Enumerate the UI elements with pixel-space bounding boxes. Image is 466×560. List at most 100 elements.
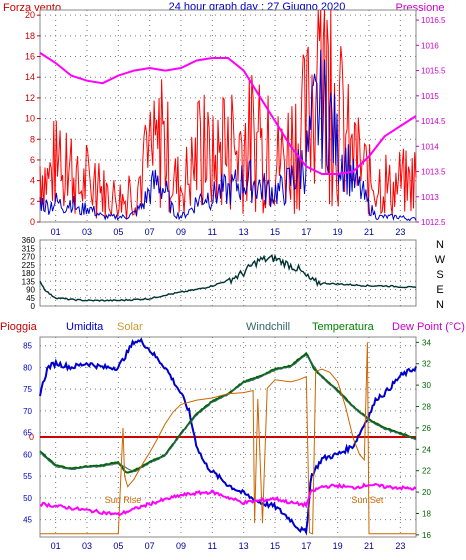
top-series-1 bbox=[39, 49, 417, 222]
top-x-tick-label: 15 bbox=[270, 227, 280, 237]
bot-x-tick-label: 05 bbox=[113, 541, 123, 551]
legend-label: Dew Point (°C) bbox=[392, 321, 465, 333]
mid-tick-label: 225 bbox=[22, 261, 36, 270]
bot-right-tick-label: 18 bbox=[422, 509, 431, 518]
top-left-tick-label: 6 bbox=[30, 155, 35, 165]
direction-label: W bbox=[435, 254, 446, 266]
bot-left-tick-label: 45 bbox=[23, 516, 32, 525]
top-left-tick-label: 4 bbox=[30, 176, 35, 186]
bot-series-dew-point bbox=[39, 482, 417, 517]
bot-x-tick-label: 01 bbox=[51, 541, 61, 551]
bot-series-solar bbox=[40, 342, 416, 535]
bot-x-tick-label: 09 bbox=[176, 541, 186, 551]
legend-label: Umidita bbox=[66, 321, 104, 333]
top-x-tick-label: 07 bbox=[145, 227, 155, 237]
bot-x-tick-label: 19 bbox=[333, 541, 343, 551]
top-x-tick-label: 19 bbox=[333, 227, 343, 237]
bot-left-tick-label: 65 bbox=[23, 429, 32, 438]
top-x-tick-label: 17 bbox=[301, 227, 311, 237]
bot-left-tick-label: 50 bbox=[23, 494, 32, 503]
top-x-tick-label: 01 bbox=[51, 227, 61, 237]
top-x-tick-label: 05 bbox=[113, 227, 123, 237]
wind-pressure-chart: Forza vento 24 hour graph day : 27 Giugn… bbox=[3, 1, 446, 237]
bot-right-tick-label: 30 bbox=[422, 381, 431, 390]
top-x-tick-label: 11 bbox=[208, 227, 217, 237]
top-right-tick-label: 1013 bbox=[421, 193, 439, 202]
mid-tick-label: 135 bbox=[22, 277, 36, 286]
rain-zero-label: 0 bbox=[29, 432, 34, 442]
bot-x-tick-label: 23 bbox=[395, 541, 405, 551]
mid-tick-label: 90 bbox=[26, 286, 35, 295]
top-x-tick-label: 23 bbox=[395, 227, 405, 237]
bot-x-tick-label: 15 bbox=[270, 541, 280, 551]
sun-annotation: Sun Set bbox=[351, 495, 384, 505]
bot-right-tick-label: 28 bbox=[422, 403, 431, 412]
bot-x-tick-label: 13 bbox=[239, 541, 249, 551]
bot-left-tick-label: 75 bbox=[23, 385, 32, 394]
legend-label: Solar bbox=[117, 321, 143, 333]
top-x-tick-label: 13 bbox=[239, 227, 249, 237]
bot-right-tick-label: 32 bbox=[422, 360, 431, 369]
mid-tick-label: 45 bbox=[26, 294, 35, 303]
direction-label: S bbox=[436, 269, 443, 281]
top-right-tick-label: 1013.5 bbox=[421, 168, 446, 177]
wind-direction-line bbox=[39, 253, 417, 302]
bot-right-tick-label: 34 bbox=[422, 338, 431, 347]
top-right-tick-label: 1015 bbox=[421, 92, 439, 101]
top-x-tick-label: 03 bbox=[82, 227, 92, 237]
bot-series-windchill bbox=[39, 354, 417, 473]
bot-right-tick-label: 20 bbox=[422, 488, 431, 497]
bot-right-tick-label: 26 bbox=[422, 424, 431, 433]
mid-tick-label: 180 bbox=[22, 269, 36, 278]
bot-right-tick-label: 22 bbox=[422, 467, 431, 476]
sun-annotation: Sun Rise bbox=[105, 495, 142, 505]
mid-tick-label: 270 bbox=[22, 253, 36, 262]
legend-label: Pioggia bbox=[0, 321, 38, 333]
top-right-tick-label: 1016.5 bbox=[421, 16, 446, 25]
bot-left-tick-label: 85 bbox=[23, 342, 32, 351]
direction-label: E bbox=[436, 284, 443, 296]
top-left-tick-label: 8 bbox=[30, 134, 35, 144]
top-left-tick-label: 10 bbox=[25, 114, 35, 124]
mid-tick-label: 360 bbox=[22, 236, 36, 245]
top-right-tick-label: 1014.5 bbox=[421, 117, 446, 126]
bot-x-tick-label: 21 bbox=[364, 541, 374, 551]
bot-left-tick-label: 55 bbox=[23, 472, 32, 481]
top-left-tick-label: 12 bbox=[25, 93, 35, 103]
top-series-2 bbox=[39, 52, 417, 175]
top-x-tick-label: 09 bbox=[176, 227, 186, 237]
bot-left-tick-label: 60 bbox=[23, 450, 32, 459]
legend-label: Temperatura bbox=[312, 321, 375, 333]
bot-left-tick-label: 70 bbox=[23, 407, 32, 416]
top-left-tick-label: 14 bbox=[25, 72, 35, 82]
top-left-tick-label: 16 bbox=[25, 52, 35, 62]
bot-x-tick-label: 17 bbox=[301, 541, 311, 551]
bot-x-tick-label: 07 bbox=[145, 541, 155, 551]
direction-label: N bbox=[436, 239, 444, 251]
bot-left-tick-label: 80 bbox=[23, 363, 32, 372]
top-left-tick-label: 18 bbox=[25, 31, 35, 41]
mid-plot-area bbox=[39, 239, 417, 307]
top-left-tick-label: 2 bbox=[30, 196, 35, 206]
top-left-tick-label: 20 bbox=[25, 10, 35, 20]
mid-tick-label: 0 bbox=[31, 302, 36, 311]
top-right-tick-label: 1015.5 bbox=[421, 67, 446, 76]
bot-right-tick-label: 24 bbox=[422, 445, 431, 454]
top-x-tick-label: 21 bbox=[364, 227, 374, 237]
bot-series-umidita bbox=[39, 337, 417, 536]
top-right-tick-label: 1016 bbox=[421, 41, 439, 50]
legend-label: Windchill bbox=[246, 321, 290, 333]
top-right-tick-label: 1012.5 bbox=[421, 218, 446, 227]
bot-right-tick-label: 16 bbox=[422, 531, 431, 540]
bot-x-tick-label: 03 bbox=[82, 541, 92, 551]
direction-label: N bbox=[436, 299, 444, 311]
top-right-tick-label: 1014 bbox=[421, 142, 439, 151]
temperature-humidity-chart: Pioggia Umidita Solar Windchill Temperatura D… bbox=[0, 321, 465, 551]
top-series-0 bbox=[39, 9, 417, 220]
mid-tick-label: 315 bbox=[22, 244, 36, 253]
bot-x-tick-label: 11 bbox=[208, 541, 217, 551]
top-left-tick-label: 0 bbox=[30, 217, 35, 227]
